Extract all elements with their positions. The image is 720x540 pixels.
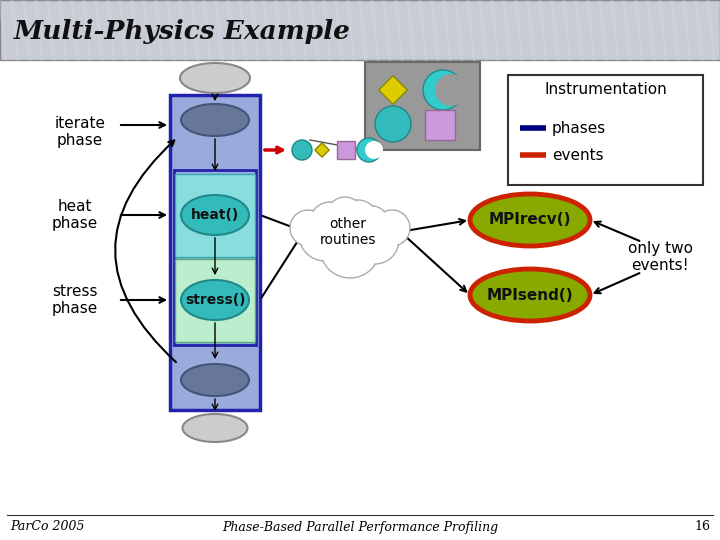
Polygon shape <box>379 76 408 104</box>
Text: MPIrecv(): MPIrecv() <box>489 213 571 227</box>
Text: phases: phases <box>552 120 606 136</box>
Bar <box>337 141 355 159</box>
Circle shape <box>311 203 349 241</box>
Circle shape <box>423 70 463 110</box>
Circle shape <box>291 211 325 245</box>
Circle shape <box>375 211 409 245</box>
Ellipse shape <box>470 194 590 246</box>
Bar <box>365 62 480 150</box>
Circle shape <box>356 206 388 238</box>
Text: heat
phase: heat phase <box>52 199 98 231</box>
Circle shape <box>357 138 381 162</box>
Text: heat(): heat() <box>191 208 239 222</box>
Ellipse shape <box>182 414 248 442</box>
Bar <box>508 75 703 185</box>
Circle shape <box>327 197 363 233</box>
Text: iterate
phase: iterate phase <box>55 116 106 148</box>
Circle shape <box>357 207 387 237</box>
Text: only two
events!: only two events! <box>628 241 693 273</box>
Text: events: events <box>552 147 603 163</box>
Text: ParCo 2005: ParCo 2005 <box>10 521 84 534</box>
Ellipse shape <box>181 280 249 320</box>
Bar <box>174 170 256 345</box>
Circle shape <box>320 218 380 278</box>
Circle shape <box>352 217 398 263</box>
Circle shape <box>310 202 350 242</box>
Text: Multi-Physics Example: Multi-Physics Example <box>14 18 351 44</box>
Bar <box>170 95 260 410</box>
Ellipse shape <box>180 63 250 93</box>
Circle shape <box>292 140 312 160</box>
Text: Instrumentation: Instrumentation <box>544 83 667 98</box>
Text: stress
phase: stress phase <box>52 284 98 316</box>
Text: stress(): stress() <box>185 293 246 307</box>
Bar <box>0 0 720 60</box>
Circle shape <box>339 201 377 239</box>
Ellipse shape <box>181 364 249 396</box>
Circle shape <box>374 210 410 246</box>
Circle shape <box>299 209 351 261</box>
Circle shape <box>328 198 362 232</box>
Circle shape <box>338 200 378 240</box>
Circle shape <box>321 219 379 277</box>
Text: 16: 16 <box>694 521 710 534</box>
Text: other
routines: other routines <box>320 217 377 247</box>
Circle shape <box>351 216 399 264</box>
Text: MPIsend(): MPIsend() <box>487 287 573 302</box>
Ellipse shape <box>470 269 590 321</box>
Circle shape <box>300 210 350 260</box>
Ellipse shape <box>181 104 249 136</box>
Text: Phase-Based Parallel Performance Profiling: Phase-Based Parallel Performance Profili… <box>222 521 498 534</box>
Bar <box>175 259 255 342</box>
Bar <box>175 174 255 257</box>
Bar <box>425 110 455 140</box>
Circle shape <box>435 74 467 106</box>
Circle shape <box>375 106 411 142</box>
Polygon shape <box>315 143 329 157</box>
Ellipse shape <box>181 195 249 235</box>
Circle shape <box>365 141 383 159</box>
Circle shape <box>290 210 326 246</box>
